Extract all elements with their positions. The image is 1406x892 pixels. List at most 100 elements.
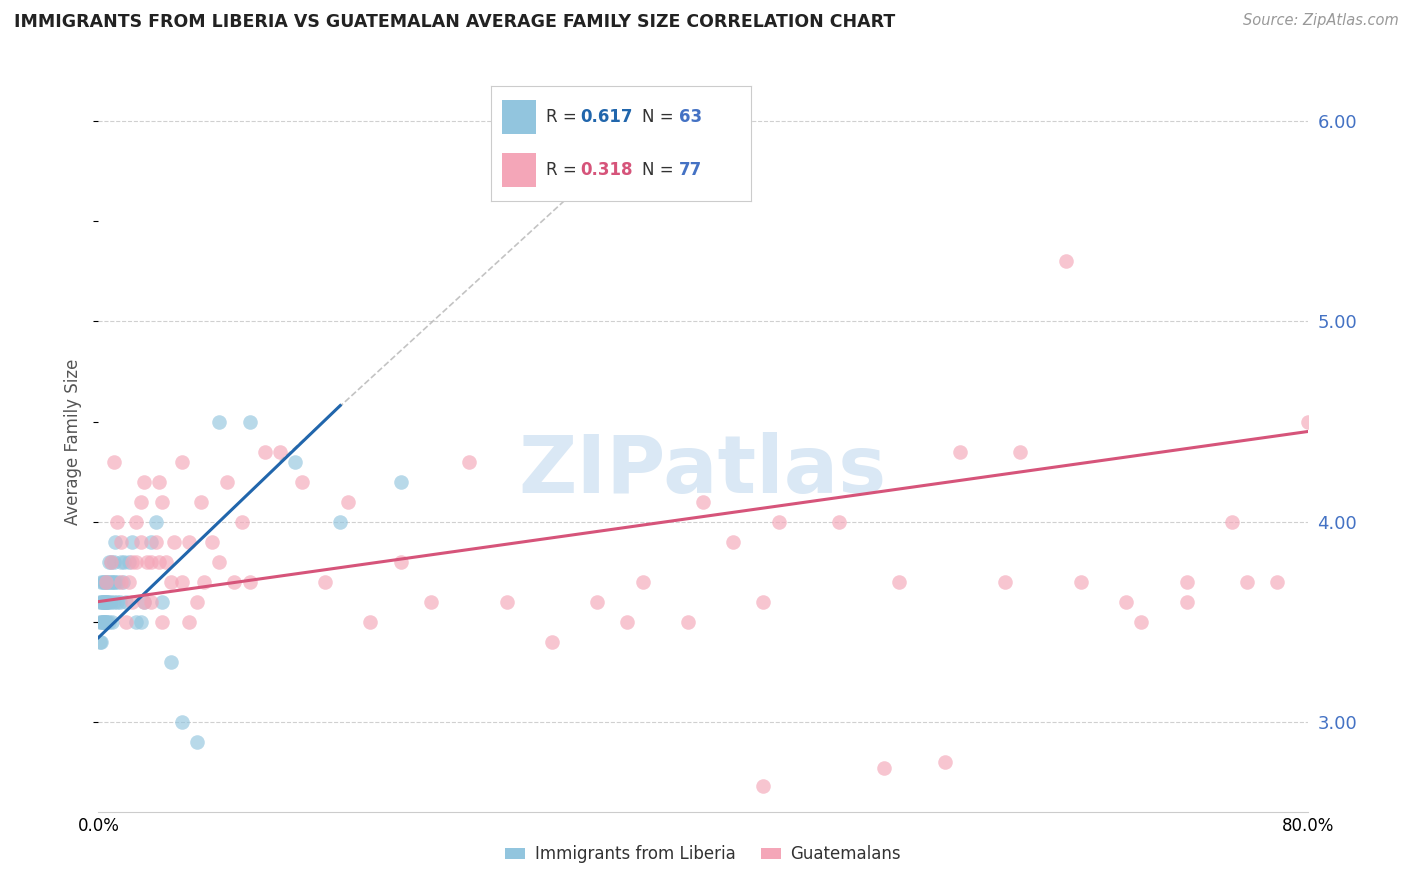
Point	[1130, 615, 1153, 629]
Point	[90, 634, 112, 648]
Point	[155, 555, 177, 569]
Point	[141, 534, 163, 549]
Point	[118, 555, 141, 569]
Text: Source: ZipAtlas.com: Source: ZipAtlas.com	[1243, 13, 1399, 29]
Point	[586, 594, 609, 608]
Point	[208, 555, 231, 569]
Point	[291, 475, 314, 489]
Point	[105, 594, 128, 608]
Point	[190, 494, 212, 508]
Point	[100, 574, 122, 589]
Point	[224, 574, 246, 589]
Point	[231, 515, 253, 529]
Point	[91, 615, 114, 629]
Point	[93, 594, 115, 608]
Point	[201, 534, 224, 549]
Point	[1236, 574, 1258, 589]
Point	[389, 475, 412, 489]
Point	[170, 454, 193, 468]
Point	[360, 615, 382, 629]
Point	[91, 615, 114, 629]
Point	[1175, 574, 1198, 589]
Point	[239, 415, 262, 429]
Point	[150, 594, 173, 608]
Point	[889, 574, 911, 589]
Point	[94, 574, 117, 589]
Point	[103, 454, 125, 468]
Point	[132, 594, 155, 608]
Point	[145, 534, 167, 549]
Point	[1296, 415, 1319, 429]
Point	[828, 515, 851, 529]
Point	[96, 594, 118, 608]
Point	[118, 574, 141, 589]
Point	[193, 574, 215, 589]
Y-axis label: Average Family Size: Average Family Size	[65, 359, 83, 524]
Point	[110, 574, 132, 589]
Point	[170, 714, 193, 729]
Point	[208, 415, 231, 429]
Point	[160, 655, 183, 669]
Point	[148, 555, 170, 569]
Point	[91, 574, 114, 589]
Point	[336, 494, 359, 508]
Point	[284, 454, 307, 468]
Point	[389, 555, 412, 569]
Point	[112, 555, 135, 569]
Point	[94, 574, 117, 589]
Point	[91, 594, 114, 608]
Point	[215, 475, 238, 489]
Point	[121, 594, 143, 608]
Point	[104, 574, 127, 589]
Point	[90, 594, 112, 608]
Point	[329, 515, 352, 529]
Point	[1175, 594, 1198, 608]
Point	[150, 615, 173, 629]
Point	[96, 615, 118, 629]
Text: ZIPatlas: ZIPatlas	[519, 432, 887, 510]
Point	[934, 755, 956, 769]
Point	[540, 634, 562, 648]
Point	[90, 574, 112, 589]
Point	[314, 574, 336, 589]
Point	[114, 594, 136, 608]
Point	[1010, 444, 1032, 458]
Point	[723, 534, 745, 549]
Point	[676, 615, 699, 629]
Point	[125, 515, 148, 529]
Point	[752, 594, 775, 608]
Point	[100, 555, 122, 569]
Point	[1267, 574, 1289, 589]
Point	[96, 574, 118, 589]
Point	[457, 454, 479, 468]
Point	[148, 475, 170, 489]
Point	[253, 444, 276, 458]
Point	[616, 615, 638, 629]
Point	[1070, 574, 1092, 589]
Point	[96, 594, 118, 608]
Point	[129, 615, 152, 629]
Text: IMMIGRANTS FROM LIBERIA VS GUATEMALAN AVERAGE FAMILY SIZE CORRELATION CHART: IMMIGRANTS FROM LIBERIA VS GUATEMALAN AV…	[14, 13, 896, 31]
Point	[98, 555, 121, 569]
Point	[141, 555, 163, 569]
Point	[89, 634, 111, 648]
Point	[105, 515, 128, 529]
Point	[104, 534, 127, 549]
Point	[135, 555, 157, 569]
Point	[94, 615, 117, 629]
Point	[125, 555, 148, 569]
Point	[129, 494, 152, 508]
Point	[103, 555, 125, 569]
Point	[129, 534, 152, 549]
Point	[420, 594, 443, 608]
Legend: Immigrants from Liberia, Guatemalans: Immigrants from Liberia, Guatemalans	[498, 838, 908, 870]
Point	[631, 574, 654, 589]
Point	[141, 594, 163, 608]
Point	[186, 734, 208, 748]
Point	[752, 779, 775, 793]
Point	[873, 761, 896, 775]
Point	[495, 594, 517, 608]
Point	[1115, 594, 1137, 608]
Point	[94, 594, 117, 608]
Point	[239, 574, 262, 589]
